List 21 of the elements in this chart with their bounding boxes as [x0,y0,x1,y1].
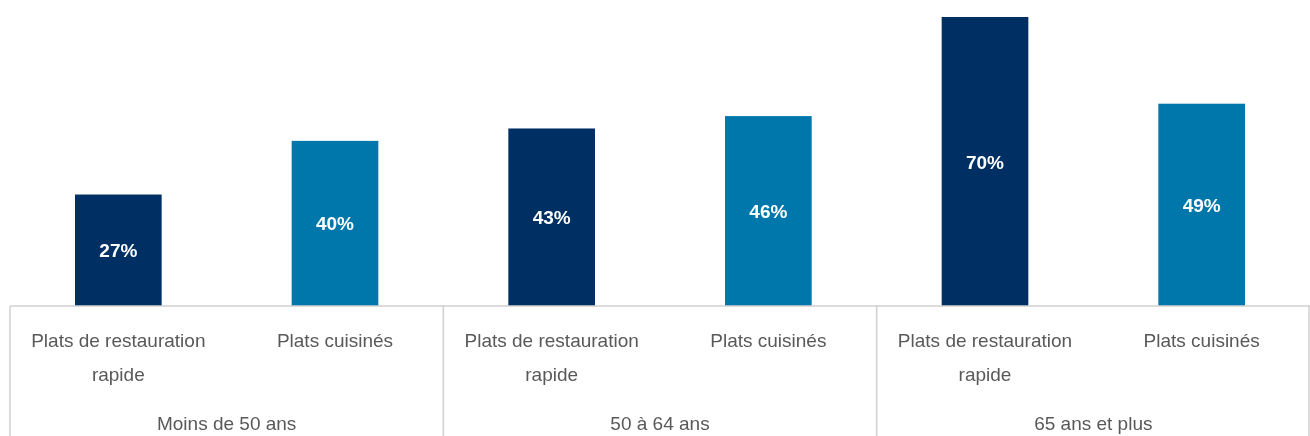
bar [1158,103,1245,306]
bar [291,140,379,306]
x-tick-label: Plats de restauration rapide [897,330,1073,385]
bar [941,17,1029,306]
data-label: 27% [99,240,138,262]
data-label: 46% [749,201,788,223]
bar [725,116,812,306]
text: Moins de 50 ans [156,413,297,434]
bar [75,194,162,306]
text: 65 ans et plus [1034,413,1153,434]
data-label: 70% [965,151,1005,173]
x-tick-label: Plats cuisinés [710,330,827,351]
data-label: 43% [532,207,571,229]
data-label: 40% [315,213,355,235]
x-tick-label: Plats de restauration rapide [31,330,206,385]
x-tick-label: Plats cuisinés [1143,330,1260,351]
x-tick-label: Plats de restauration rapide [464,330,639,385]
x-tick-label: Plats cuisinés [276,330,394,351]
data-label: 49% [1182,194,1221,216]
text: 50 à 64 ans [610,413,710,434]
bar [508,128,595,306]
